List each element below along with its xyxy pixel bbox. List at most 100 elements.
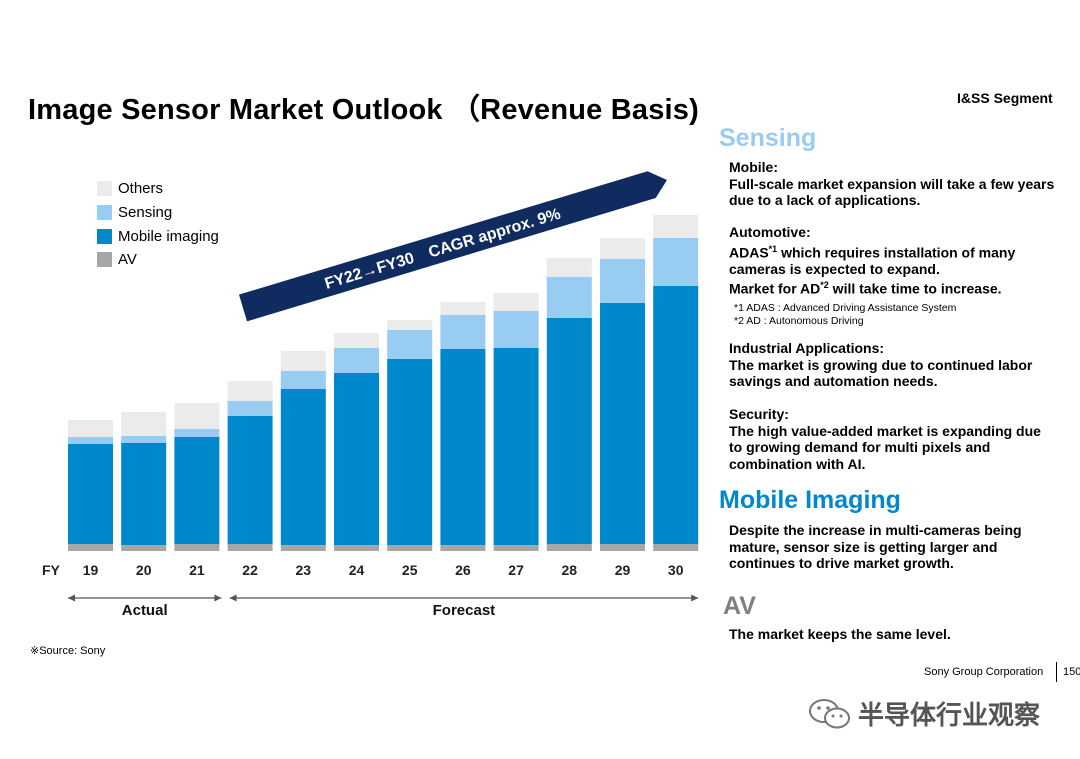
- period-label-actual: Actual: [122, 602, 168, 619]
- watermark-text: 半导体行业观察: [858, 700, 1041, 730]
- mobile-block: Mobile: Full-scale market expansion will…: [729, 159, 1054, 209]
- automotive-line-3-pre: Market for AD: [729, 280, 821, 297]
- footnote-adas: *1 ADAS : Advanced Driving Assistance Sy…: [734, 302, 957, 314]
- bar-others-fy26: [440, 302, 486, 315]
- page-number: 150: [1063, 666, 1080, 678]
- revenue-bar-chart: FY22→FY30 CAGR approx. 9% FY 19 20 21 22 23 2…: [42, 171, 699, 619]
- bar-av-fy20: [121, 545, 167, 551]
- bar-av-fy24: [334, 545, 379, 551]
- watermark: 半导体行业观察: [808, 695, 1040, 732]
- bar-others-fy22: [227, 381, 273, 401]
- automotive-line-1: ADAS*1 which requires installation of ma…: [729, 241, 1015, 261]
- automotive-line-2: cameras is expected to expand.: [729, 260, 940, 277]
- bar-mobile-imaging-fy25: [387, 359, 433, 545]
- industrial-line-2: savings and automation needs.: [729, 373, 938, 389]
- source-note: ※Source: Sony: [30, 645, 106, 657]
- bar-sensing-fy24: [334, 348, 379, 373]
- x-tick-fy24: 24: [349, 562, 365, 578]
- automotive-line-1-pre: ADAS: [729, 244, 769, 261]
- automotive-line-3: Market for AD*2 will take time to increa…: [729, 277, 1015, 297]
- bar-av-fy21: [174, 544, 220, 551]
- period-arrow-right-actual: [214, 594, 222, 602]
- security-line-2: to growing demand for multi pixels and: [729, 439, 991, 455]
- bar-av-fy25: [387, 545, 433, 551]
- bar-mobile-imaging-fy28: [546, 318, 592, 544]
- bar-av-fy19: [68, 544, 113, 551]
- legend-label-others: Others: [118, 180, 164, 197]
- legend-item-sensing: Sensing: [97, 204, 172, 221]
- x-axis-label: FY: [42, 562, 61, 578]
- bar-sensing-fy26: [440, 315, 486, 349]
- bar-av-fy28: [546, 544, 592, 551]
- bar-av-fy30: [653, 544, 699, 551]
- bar-sensing-fy20: [121, 436, 167, 443]
- x-tick-fy26: 26: [455, 562, 471, 578]
- bar-sensing-fy28: [546, 277, 592, 318]
- mobile-imaging-heading: Mobile Imaging: [719, 486, 901, 514]
- bar-others-fy21: [174, 403, 220, 429]
- footer-divider: [1056, 662, 1057, 682]
- wechat-icon: [809, 698, 850, 728]
- bar-mobile-imaging-fy20: [121, 443, 167, 545]
- av-line-1: The market keeps the same level.: [729, 626, 951, 642]
- cagr-arrow: [239, 171, 667, 322]
- x-tick-fy25: 25: [402, 562, 418, 578]
- bar-mobile-imaging-fy21: [174, 437, 220, 544]
- industrial-line-1: The market is growing due to continued l…: [729, 356, 1033, 373]
- bar-others-fy30: [653, 215, 699, 238]
- automotive-line-3-post: will take time to increase.: [828, 280, 1002, 297]
- sensing-heading: Sensing: [719, 124, 817, 152]
- legend-item-av: AV: [97, 251, 137, 268]
- x-tick-fy22: 22: [242, 562, 258, 578]
- bar-av-fy26: [440, 545, 486, 551]
- bar-stacks: [68, 215, 699, 551]
- bar-mobile-imaging-fy26: [440, 349, 486, 545]
- x-tick-labels: 19 20 21 22 23 24 25 26 27 28 29 30: [83, 562, 684, 578]
- footnote-ad: *2 AD : Autonomous Driving: [734, 315, 864, 327]
- bar-sensing-fy30: [653, 238, 699, 286]
- legend-item-mobile-imaging: Mobile imaging: [97, 228, 219, 245]
- x-tick-fy27: 27: [508, 562, 524, 578]
- automotive-sup-2: *2: [820, 280, 829, 291]
- mobile-line-1: Full-scale market expansion will take a …: [729, 175, 1055, 192]
- mobile-imaging-line-1: Despite the increase in multi-cameras be…: [729, 522, 1022, 538]
- mobile-label: Mobile:: [729, 159, 778, 175]
- bar-mobile-imaging-fy30: [653, 286, 699, 544]
- mobile-line-2: due to a lack of applications.: [729, 192, 921, 208]
- bar-others-fy27: [493, 293, 539, 311]
- bar-mobile-imaging-fy24: [334, 373, 379, 545]
- bar-others-fy19: [68, 420, 113, 437]
- x-tick-fy20: 20: [136, 562, 152, 578]
- bar-sensing-fy19: [68, 437, 113, 444]
- bar-sensing-fy29: [600, 259, 645, 303]
- security-block: Security: The high value-added market is…: [729, 406, 1041, 472]
- period-arrow-left-actual: [68, 594, 75, 602]
- x-tick-fy30: 30: [668, 562, 684, 578]
- segment-label: I&SS Segment: [957, 90, 1053, 106]
- av-block: The market keeps the same level.: [729, 626, 951, 643]
- period-arrow-right-forecast: [691, 594, 699, 602]
- x-tick-fy23: 23: [296, 562, 312, 578]
- automotive-block: Automotive: ADAS*1 which requires instal…: [729, 224, 1015, 297]
- bar-av-fy23: [280, 545, 326, 551]
- bar-others-fy23: [280, 351, 326, 371]
- bar-av-fy29: [600, 544, 645, 551]
- bar-mobile-imaging-fy19: [68, 444, 113, 544]
- mobile-imaging-line-3: continues to drive market growth.: [729, 555, 954, 571]
- bar-others-fy24: [334, 333, 379, 348]
- legend-swatch-sensing: [97, 205, 112, 220]
- industrial-block: Industrial Applications: The market is g…: [729, 340, 1032, 390]
- bar-sensing-fy22: [227, 401, 273, 416]
- bar-sensing-fy25: [387, 330, 433, 359]
- bar-others-fy29: [600, 238, 645, 259]
- period-ranges: Actual Forecast: [68, 594, 699, 619]
- bar-av-fy27: [493, 545, 539, 551]
- bar-others-fy28: [546, 258, 592, 277]
- mobile-imaging-line-2: mature, sensor size is getting larger an…: [729, 538, 998, 555]
- automotive-sup-1: *1: [768, 243, 778, 254]
- x-tick-fy28: 28: [562, 562, 578, 578]
- x-tick-fy19: 19: [83, 562, 99, 578]
- legend-label-mobile-imaging: Mobile imaging: [118, 228, 219, 245]
- legend-swatch-mobile-imaging: [97, 229, 112, 244]
- bar-others-fy20: [121, 412, 167, 436]
